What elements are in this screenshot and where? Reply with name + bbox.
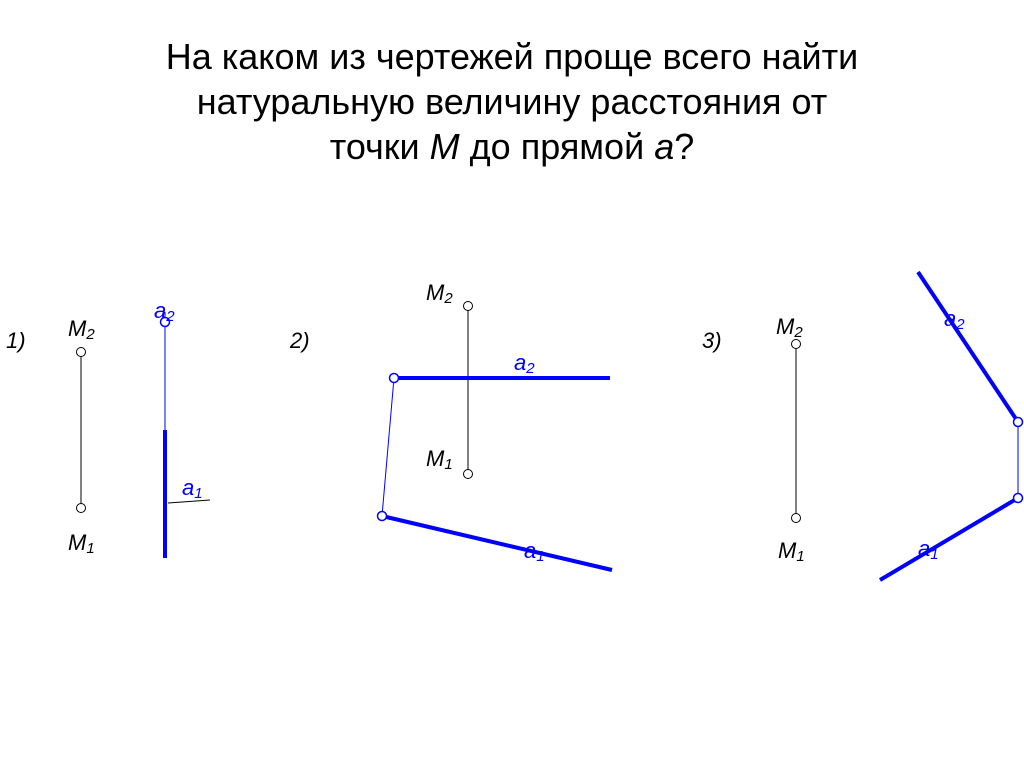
d2-a-connector — [382, 378, 394, 516]
d2-M1-label: M1 — [426, 446, 453, 473]
question-title: На каком из чертежей проще всего найти н… — [0, 34, 1024, 169]
d1-a1-label: a1 — [182, 475, 203, 502]
title-M: M — [430, 126, 460, 167]
diagrams-svg: 1) M2 M1 a2 a1 2) M2 M1 a2 a1 3) M2 M1 a… — [0, 260, 1024, 620]
d3-M1-point — [792, 514, 801, 523]
option-1-label: 1) — [6, 328, 26, 353]
d1-M2-label: M2 — [68, 316, 95, 343]
title-line3-mid: до прямой — [460, 126, 655, 167]
title-line2: натуральную величину расстояния от — [197, 81, 828, 122]
d1-M1-label: M1 — [68, 530, 95, 557]
d2-a1-line — [382, 516, 612, 570]
d2-M1-point — [464, 470, 473, 479]
d2-M2-point — [464, 302, 473, 311]
d2-a1-label: a1 — [524, 538, 545, 565]
d1-M1-point — [77, 504, 86, 513]
d3-M2-label: M2 — [776, 314, 803, 341]
d3-a1-label: a1 — [918, 536, 939, 563]
d1-a2-label: a2 — [154, 298, 175, 325]
d1-M2-point — [77, 348, 86, 357]
d2-a2-label: a2 — [514, 350, 535, 377]
d2-a2-left-point — [390, 374, 399, 383]
title-line3-prefix: точки — [330, 126, 430, 167]
d3-a1-end-point — [1014, 494, 1023, 503]
title-a: a — [654, 126, 674, 167]
d2-M2-label: M2 — [426, 280, 453, 307]
d3-a1-line — [880, 498, 1018, 580]
d3-a2-end-point — [1014, 418, 1023, 427]
title-line1: На каком из чертежей проще всего найти — [166, 36, 859, 77]
title-line3-suffix: ? — [674, 126, 694, 167]
option-3-label: 3) — [702, 328, 722, 353]
d1-a1-tick — [168, 500, 210, 503]
d2-a1-left-point — [378, 512, 387, 521]
d3-a2-line — [918, 272, 1018, 422]
d3-a2-label: a2 — [944, 306, 965, 333]
d3-M1-label: M1 — [778, 538, 805, 565]
option-2-label: 2) — [289, 328, 310, 353]
diagrams-container: 1) M2 M1 a2 a1 2) M2 M1 a2 a1 3) M2 M1 a… — [0, 260, 1024, 620]
